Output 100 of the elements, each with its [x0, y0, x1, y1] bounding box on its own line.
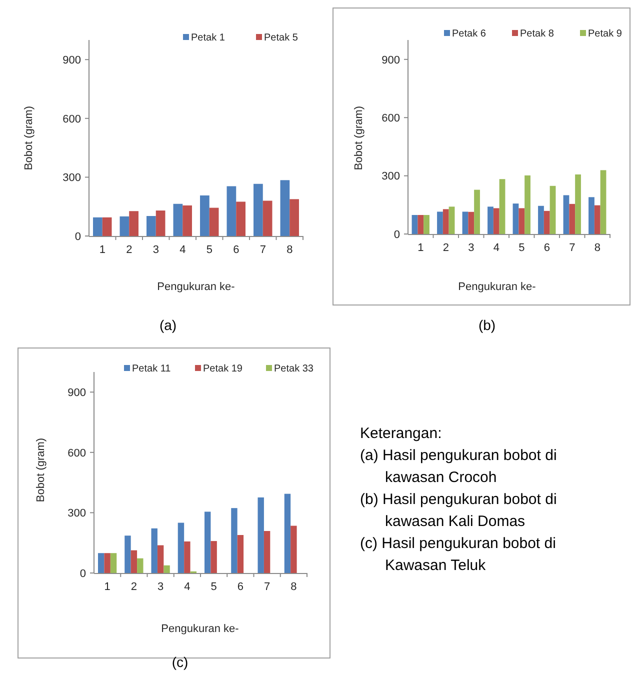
x-tick-label: 4 — [184, 581, 190, 593]
x-axis-title: Pengukuran ke- — [458, 281, 536, 293]
bar — [110, 553, 117, 573]
text: (a) Hasil pengukuran bobot di kawasan Crocoh — [360, 447, 557, 486]
bar — [575, 174, 581, 234]
bar — [594, 205, 600, 234]
text: Keterangan: — [360, 425, 442, 442]
y-tick-label: 0 — [80, 568, 86, 580]
legend-label: Petak 19 — [203, 364, 243, 374]
bar — [588, 197, 594, 234]
bar — [102, 217, 112, 236]
bar — [184, 541, 190, 573]
x-tick-label: 7 — [569, 242, 576, 254]
y-axis-title: Bobot (gram) — [35, 438, 47, 502]
text: (c) — [172, 654, 188, 670]
x-tick-label: 1 — [418, 242, 424, 254]
y-tick-label: 900 — [382, 54, 400, 66]
bar — [210, 541, 217, 573]
bar — [258, 497, 264, 573]
bar — [442, 209, 449, 234]
legend-label: Petak 1 — [191, 32, 226, 44]
x-tick-label: 7 — [260, 244, 266, 256]
bar — [237, 535, 244, 573]
y-axis-title: Bobot (gram) — [23, 106, 35, 170]
x-tick-label: 6 — [544, 242, 550, 254]
bar — [600, 170, 606, 234]
text: (b) — [478, 317, 496, 333]
bar — [538, 206, 544, 234]
bar — [146, 216, 156, 236]
bar — [280, 180, 290, 236]
bar — [182, 205, 192, 236]
bar — [448, 206, 455, 234]
y-tick-label: 300 — [62, 172, 81, 184]
x-tick-label: 3 — [158, 581, 164, 593]
bar — [178, 522, 184, 573]
bar — [550, 186, 556, 234]
bar — [493, 208, 500, 234]
bar — [98, 553, 104, 573]
legend-label: Petak 9 — [588, 28, 622, 40]
y-tick-label: 0 — [74, 230, 81, 243]
y-tick-label: 0 — [394, 228, 400, 241]
text: (c) Hasil pengukuran bobot di Kawasan Teluk — [360, 535, 556, 574]
bar — [499, 179, 506, 234]
bar — [524, 175, 530, 234]
text: (b) Hasil pengukuran bobot di kawasan Kali Domas — [360, 491, 557, 530]
bar — [284, 494, 291, 573]
y-tick-label: 600 — [62, 113, 81, 126]
x-tick-label: 1 — [104, 581, 110, 593]
bar — [129, 211, 138, 236]
bar — [236, 202, 246, 236]
x-tick-label: 5 — [518, 242, 525, 254]
y-tick-label: 900 — [68, 386, 86, 399]
legend-label: Petak 6 — [452, 28, 486, 40]
bar — [262, 200, 272, 236]
y-tick-label: 600 — [382, 112, 400, 124]
x-axis-title: Pengukuran ke- — [161, 623, 240, 635]
y-tick-label: 600 — [68, 447, 86, 460]
x-tick-label: 6 — [233, 244, 240, 256]
bar — [462, 212, 468, 234]
bar — [120, 216, 130, 236]
bar — [173, 204, 183, 236]
bar — [474, 190, 480, 234]
legend-label: Petak 5 — [264, 32, 298, 44]
bar — [209, 208, 219, 236]
bar — [418, 214, 424, 234]
bar — [569, 204, 576, 234]
bar — [104, 553, 110, 573]
y-tick-label: 300 — [382, 170, 400, 183]
bar — [563, 195, 570, 234]
text: (a) — [159, 317, 177, 333]
bar — [544, 210, 550, 234]
x-tick-label: 2 — [126, 244, 132, 256]
x-tick-label: 8 — [290, 581, 297, 593]
x-tick-label: 1 — [99, 244, 106, 256]
bar — [156, 210, 166, 236]
bar — [231, 508, 238, 573]
x-tick-label: 8 — [286, 244, 293, 256]
legend-label: Petak 33 — [274, 364, 314, 374]
bar — [512, 204, 519, 234]
bar — [137, 558, 144, 573]
bar — [290, 526, 297, 573]
x-tick-label: 2 — [130, 581, 137, 593]
x-tick-label: 8 — [594, 242, 600, 254]
x-tick-label: 7 — [264, 581, 270, 593]
legend-label: Petak 8 — [520, 28, 554, 40]
y-axis-title: Bobot (gram) — [353, 106, 365, 170]
x-tick-label: 3 — [468, 242, 474, 254]
bar — [204, 512, 211, 573]
bar — [93, 217, 102, 236]
x-tick-label: 5 — [206, 244, 212, 256]
bar — [124, 536, 131, 573]
bar — [424, 214, 430, 234]
bar — [157, 545, 164, 573]
x-tick-label: 6 — [237, 581, 244, 593]
y-tick-label: 300 — [68, 508, 86, 520]
bar — [254, 184, 263, 236]
bar — [290, 199, 299, 236]
bar — [151, 528, 158, 573]
bar — [518, 208, 525, 234]
x-tick-label: 4 — [493, 242, 500, 254]
